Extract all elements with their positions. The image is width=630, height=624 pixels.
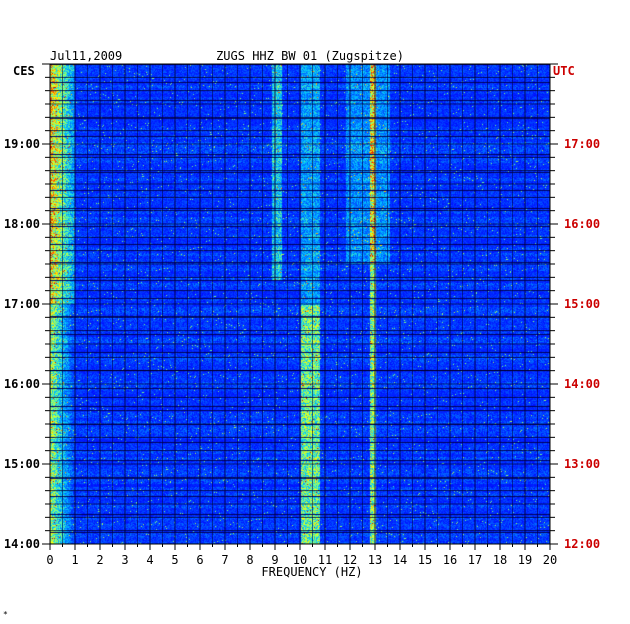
x-tick-label: 15 — [418, 553, 432, 567]
y-right-tick-label: 15:00 — [564, 297, 600, 311]
x-axis: 0 1 2 3 4 5 6 7 8 9 10 11 12 13 14 15 16 17 18 19 20 — [46, 544, 557, 567]
x-tick-label: 10 — [293, 553, 307, 567]
footer-mark: * — [3, 610, 8, 619]
left-timezone-label: CES — [13, 64, 35, 78]
x-tick-label: 9 — [271, 553, 278, 567]
y-left-tick-label: 19:00 — [4, 137, 40, 151]
x-tick-label: 2 — [96, 553, 103, 567]
plot-grid — [50, 64, 550, 544]
x-tick-label: 19 — [518, 553, 532, 567]
x-tick-label: 5 — [171, 553, 178, 567]
x-tick-label: 6 — [196, 553, 203, 567]
x-tick-label: 13 — [368, 553, 382, 567]
y-right-tick-label: 16:00 — [564, 217, 600, 231]
x-tick-label: 14 — [393, 553, 407, 567]
x-axis-label: FREQUENCY (HZ) — [261, 565, 362, 579]
station-title: ZUGS HHZ BW 01 (Zugspitze) — [216, 49, 404, 63]
x-tick-label: 1 — [71, 553, 78, 567]
x-tick-label: 4 — [146, 553, 153, 567]
x-tick-label: 16 — [443, 553, 457, 567]
date-label: Jul11,2009 — [50, 49, 122, 63]
y-right-tick-label: 14:00 — [564, 377, 600, 391]
spectrogram-plot-area — [49, 63, 551, 545]
x-tick-label: 18 — [493, 553, 507, 567]
x-tick-label: 11 — [318, 553, 332, 567]
y-axis-right: 17:00 16:00 15:00 14:00 13:00 12:00 — [550, 63, 600, 551]
x-tick-label: 3 — [121, 553, 128, 567]
y-left-tick-label: 15:00 — [4, 457, 40, 471]
y-axis-left: 19:00 18:00 17:00 16:00 15:00 14:00 — [4, 63, 50, 551]
y-left-tick-label: 18:00 — [4, 217, 40, 231]
x-tick-label: 20 — [543, 553, 557, 567]
x-tick-label: 12 — [343, 553, 357, 567]
y-left-tick-label: 16:00 — [4, 377, 40, 391]
y-right-tick-label: 12:00 — [564, 537, 600, 551]
y-left-tick-label: 17:00 — [4, 297, 40, 311]
x-tick-label: 17 — [468, 553, 482, 567]
y-left-tick-label: 14:00 — [4, 537, 40, 551]
y-right-tick-label: 17:00 — [564, 137, 600, 151]
y-right-tick-label: 13:00 — [564, 457, 600, 471]
x-tick-label: 7 — [221, 553, 228, 567]
x-tick-label: 0 — [46, 553, 53, 567]
right-timezone-label: UTC — [553, 64, 575, 78]
x-tick-label: 8 — [246, 553, 253, 567]
